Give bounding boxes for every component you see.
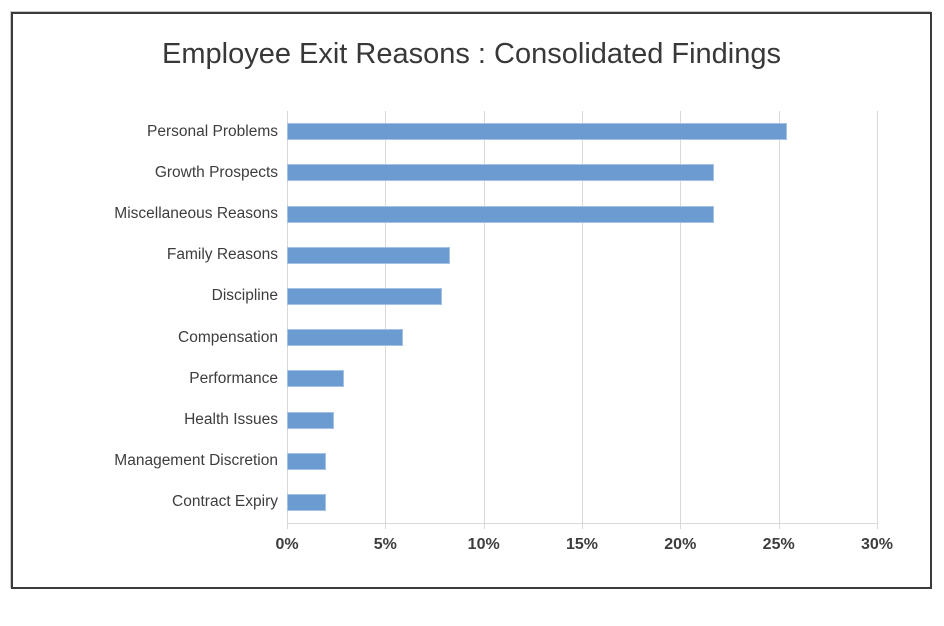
bar-family-reasons [287,246,451,264]
tick-mark-15 [582,523,583,529]
gridline-15 [582,111,583,523]
gridline-25 [778,111,780,523]
bar-performance [287,370,344,388]
bar-discipline [287,287,443,305]
x-tick-label: 5% [373,536,397,553]
category-label: Family Reasons [166,246,278,264]
tick-mark-0 [287,523,288,529]
x-tick-label: 0% [275,536,299,553]
value-axis: 0% 5% 10% 15% 20% 25% 30% [275,523,893,567]
x-tick-label: 20% [664,536,697,553]
category-label: Performance [189,369,278,387]
bar-growth-prospects [287,164,714,182]
chart-frame: Employee Exit Reasons : Consolidated Fin… [11,12,932,589]
category-label: Contract Expiry [172,493,278,511]
category-label: Health Issues [184,411,278,428]
tick-mark-25 [778,523,780,529]
chart-title: Employee Exit Reasons : Consolidated Fin… [162,38,781,70]
bar-health-issues [287,411,335,429]
bar-miscellaneous-reasons [287,205,714,223]
gridline-10 [483,111,485,523]
tick-mark-10 [483,523,485,529]
category-label: Personal Problems [147,122,278,140]
gridline-30 [877,111,878,523]
category-label: Miscellaneous Reasons [114,205,278,222]
category-label: Management Discretion [114,452,278,470]
tick-mark-30 [877,523,878,529]
category-label: Growth Prospects [154,163,278,181]
gridline-5 [385,111,387,523]
bar-management-discretion [287,452,327,470]
x-tick-label: 30% [860,536,894,553]
category-label: Compensation [178,328,278,346]
gridline-0 [287,111,288,523]
category-label: Discipline [211,287,278,305]
bar-compensation [287,329,403,347]
tick-mark-20 [680,523,682,529]
bar-contract-expiry [287,493,327,511]
category-axis: Personal Problems Growth Prospects Miscell… [13,111,278,523]
gridline-20 [680,111,682,523]
x-tick-label: 15% [565,536,599,553]
bar-personal-problems [287,123,787,141]
tick-mark-5 [385,523,387,529]
x-tick-label: 10% [467,536,500,553]
x-tick-label: 25% [762,536,795,553]
plot-area [287,111,878,524]
